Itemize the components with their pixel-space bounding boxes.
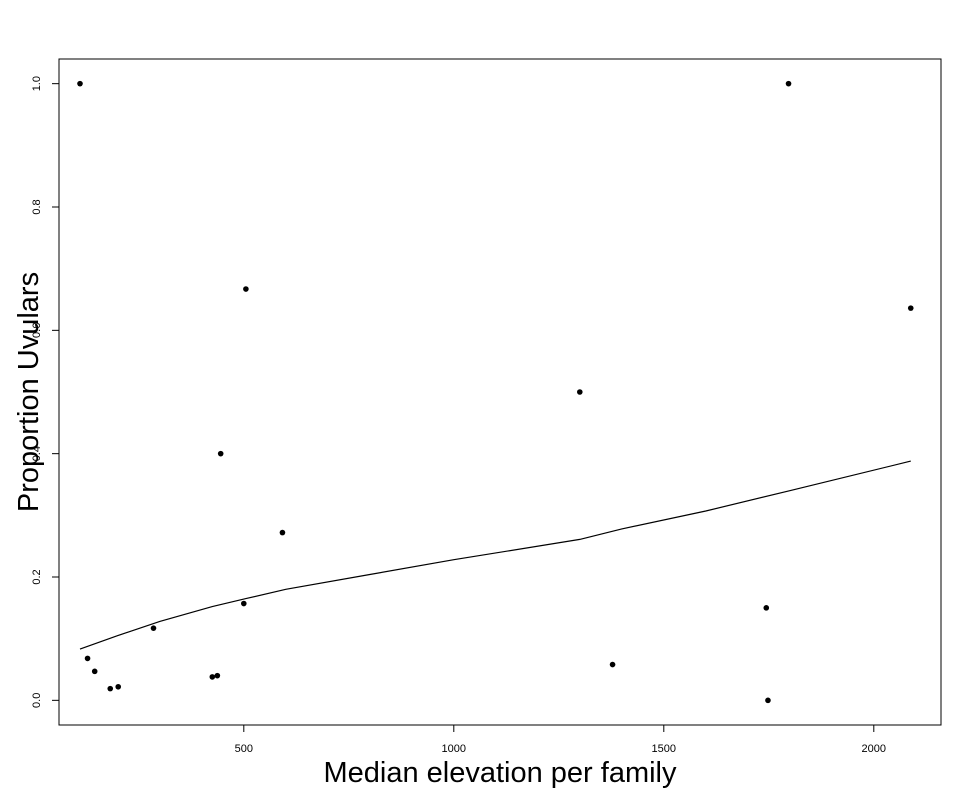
- x-tick-label: 2000: [862, 743, 886, 755]
- y-tick-label: 0.0: [31, 693, 43, 708]
- data-point: [209, 674, 216, 680]
- y-axis-title: Proportion Uvulars: [13, 272, 45, 512]
- data-point: [907, 305, 914, 311]
- data-point: [107, 685, 114, 692]
- data-point: [243, 286, 249, 292]
- trend-line: [79, 460, 911, 650]
- y-axis: 0.0 0.2 0.4 0.6 0.8 1.0: [31, 76, 59, 708]
- x-tick-label: 1000: [442, 743, 466, 755]
- data-point: [279, 529, 286, 536]
- data-point: [84, 655, 91, 662]
- y-tick-label: 1.0: [31, 76, 43, 91]
- y-tick-label: 0.6: [31, 323, 43, 338]
- data-point: [577, 389, 583, 395]
- x-axis: 500 1000 1500 2000: [235, 725, 886, 755]
- y-tick-label: 0.4: [31, 446, 43, 461]
- data-point: [785, 80, 792, 87]
- data-points: [77, 80, 914, 704]
- data-point: [214, 672, 221, 679]
- data-point: [609, 661, 616, 668]
- data-point: [241, 600, 247, 607]
- data-point: [115, 683, 122, 690]
- plot-frame: [58, 58, 942, 726]
- y-tick-label: 0.2: [31, 569, 43, 584]
- data-point: [765, 697, 771, 704]
- data-point: [217, 450, 224, 457]
- x-tick-label: 1500: [652, 743, 676, 755]
- x-tick-label: 500: [235, 743, 253, 755]
- data-point: [763, 605, 770, 611]
- x-axis-title: Median elevation per family: [323, 757, 677, 789]
- y-tick-label: 0.8: [31, 199, 43, 214]
- data-point: [91, 668, 98, 675]
- data-point: [150, 625, 157, 631]
- data-point: [77, 80, 83, 87]
